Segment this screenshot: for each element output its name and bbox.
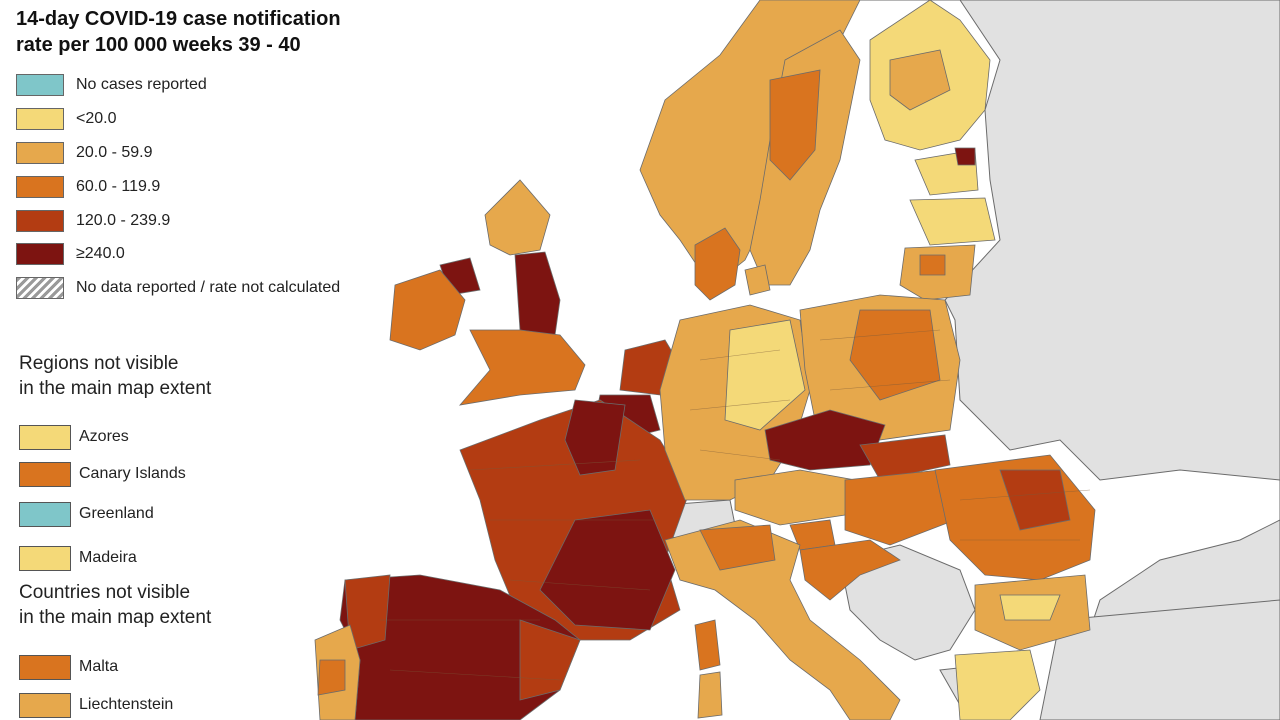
greece: [954, 649, 1041, 720]
legend-label: 60.0 - 119.9: [76, 178, 161, 195]
regions-heading-line-2: in the main map extent: [19, 378, 212, 399]
region-item: Greenland: [19, 501, 154, 527]
legend-label: ≥240.0: [76, 245, 125, 262]
title-line-2: rate per 100 000 weeks 39 - 40: [16, 34, 301, 56]
legend-swatch: [16, 176, 64, 198]
slovakia: [859, 434, 951, 481]
legend-label: 20.0 - 59.9: [76, 144, 153, 161]
country-item: Malta: [19, 654, 118, 680]
sardinia: [694, 619, 721, 671]
region-item: Madeira: [19, 545, 137, 571]
country-item: Liechtenstein: [19, 692, 173, 718]
legend-item: 20.0 - 59.9: [16, 141, 153, 165]
country-swatch: [19, 654, 71, 680]
region-label: Azores: [79, 428, 129, 445]
country-label: Malta: [79, 658, 119, 675]
legend-swatch: [16, 243, 64, 265]
legend-item: 120.0 - 239.9: [16, 209, 170, 233]
legend-item: <20.0: [16, 107, 116, 131]
legend-label: No cases reported: [76, 76, 207, 93]
title-line-1: 14-day COVID-19 case notification: [16, 8, 341, 30]
estonia-east: [954, 147, 976, 166]
england-south: [458, 329, 586, 406]
region-label: Greenland: [79, 505, 154, 522]
countries-heading: Countries not visible in the main map ex…: [19, 580, 211, 630]
czechia: [764, 409, 886, 471]
regions-heading: Regions not visible in the main map exte…: [19, 351, 211, 401]
england-north: [514, 251, 561, 336]
legend-swatch: [16, 108, 64, 130]
countries-heading-line-1: Countries not visible: [19, 582, 191, 603]
legend-swatch-hatched: [16, 277, 64, 299]
legend-item: ≥240.0: [16, 242, 125, 266]
map-legend: 14-day COVID-19 case notification rate p…: [0, 0, 400, 720]
regions-heading-line-1: Regions not visible: [19, 353, 179, 374]
hungary: [844, 469, 956, 546]
legend-swatch: [16, 74, 64, 96]
region-item: Azores: [19, 424, 129, 450]
italy: [664, 519, 901, 720]
region-swatch: [19, 501, 71, 527]
region-borders: [380, 329, 1091, 681]
eu-regions: [314, 0, 1096, 720]
map-title: 14-day COVID-19 case notification rate p…: [16, 6, 341, 58]
austria: [734, 469, 856, 526]
legend-item: No data reported / rate not calculated: [16, 276, 340, 300]
legend-label: No data reported / rate not calculated: [76, 279, 341, 296]
legend-label: 120.0 - 239.9: [76, 212, 171, 229]
country-label: Liechtenstein: [79, 696, 174, 713]
region-swatch: [19, 545, 71, 571]
legend-swatch: [16, 142, 64, 164]
region-swatch: [19, 424, 71, 450]
scotland: [484, 179, 551, 256]
corsica: [697, 671, 723, 719]
legend-item: No cases reported: [16, 73, 207, 97]
country-swatch: [19, 692, 71, 718]
region-swatch: [19, 461, 71, 487]
region-label: Madeira: [79, 549, 137, 566]
legend-item: 60.0 - 119.9: [16, 175, 160, 199]
ireland: [389, 269, 466, 351]
latvia: [909, 197, 996, 246]
legend-swatch: [16, 210, 64, 232]
countries-heading-line-2: in the main map extent: [19, 607, 212, 628]
legend-label: <20.0: [76, 110, 117, 127]
croatia: [799, 539, 901, 601]
region-item: Canary Islands: [19, 461, 186, 487]
denmark: [694, 227, 741, 301]
region-label: Canary Islands: [79, 465, 186, 482]
